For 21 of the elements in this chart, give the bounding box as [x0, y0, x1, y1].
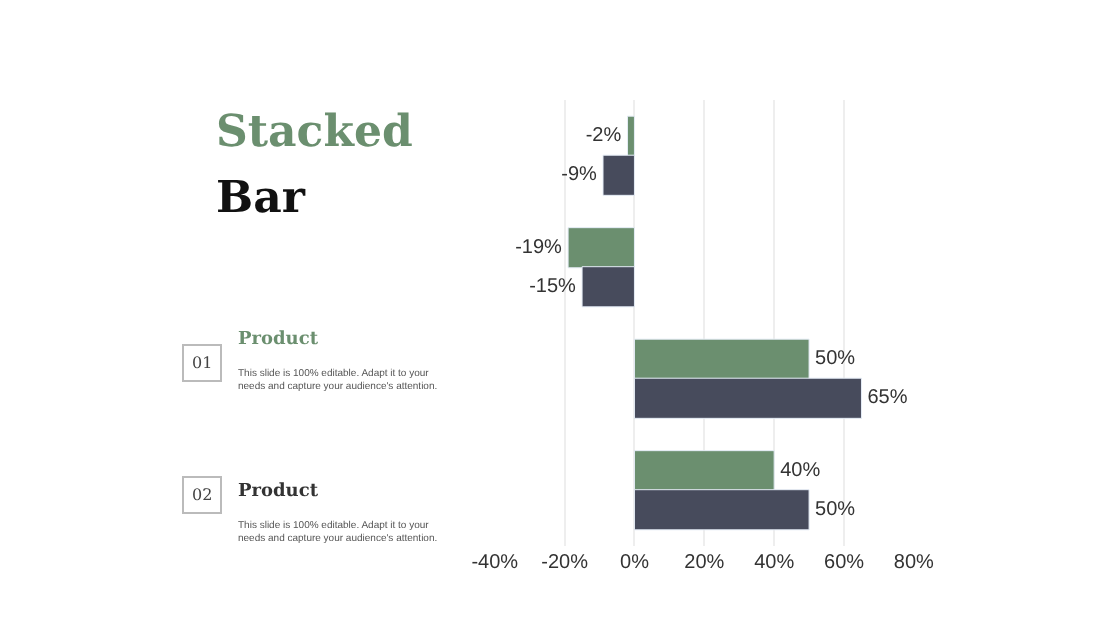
text: Bar — [216, 172, 306, 224]
text: 01 — [192, 354, 213, 372]
data-label: -9% — [561, 164, 598, 187]
data-label: 50% — [815, 348, 856, 371]
chart-title: Stacked — [216, 106, 413, 158]
data-label: -19% — [515, 236, 563, 259]
x-tick-label: 40% — [754, 552, 795, 574]
data-label: 65% — [867, 387, 908, 410]
text: Product — [238, 482, 320, 502]
x-tick-label: -20% — [541, 552, 589, 574]
text: Product — [238, 330, 320, 350]
data-label: 40% — [780, 459, 821, 482]
x-tick-label: 80% — [893, 552, 935, 574]
data-label: 50% — [815, 498, 856, 521]
data-label: -15% — [529, 275, 577, 298]
data-label: -2% — [585, 125, 622, 148]
x-tick-label: 60% — [823, 552, 865, 574]
x-tick-label: -40% — [471, 552, 519, 574]
text: 02 — [192, 486, 213, 504]
x-tick-label: 20% — [684, 552, 725, 574]
x-tick-label: 0% — [620, 552, 650, 574]
